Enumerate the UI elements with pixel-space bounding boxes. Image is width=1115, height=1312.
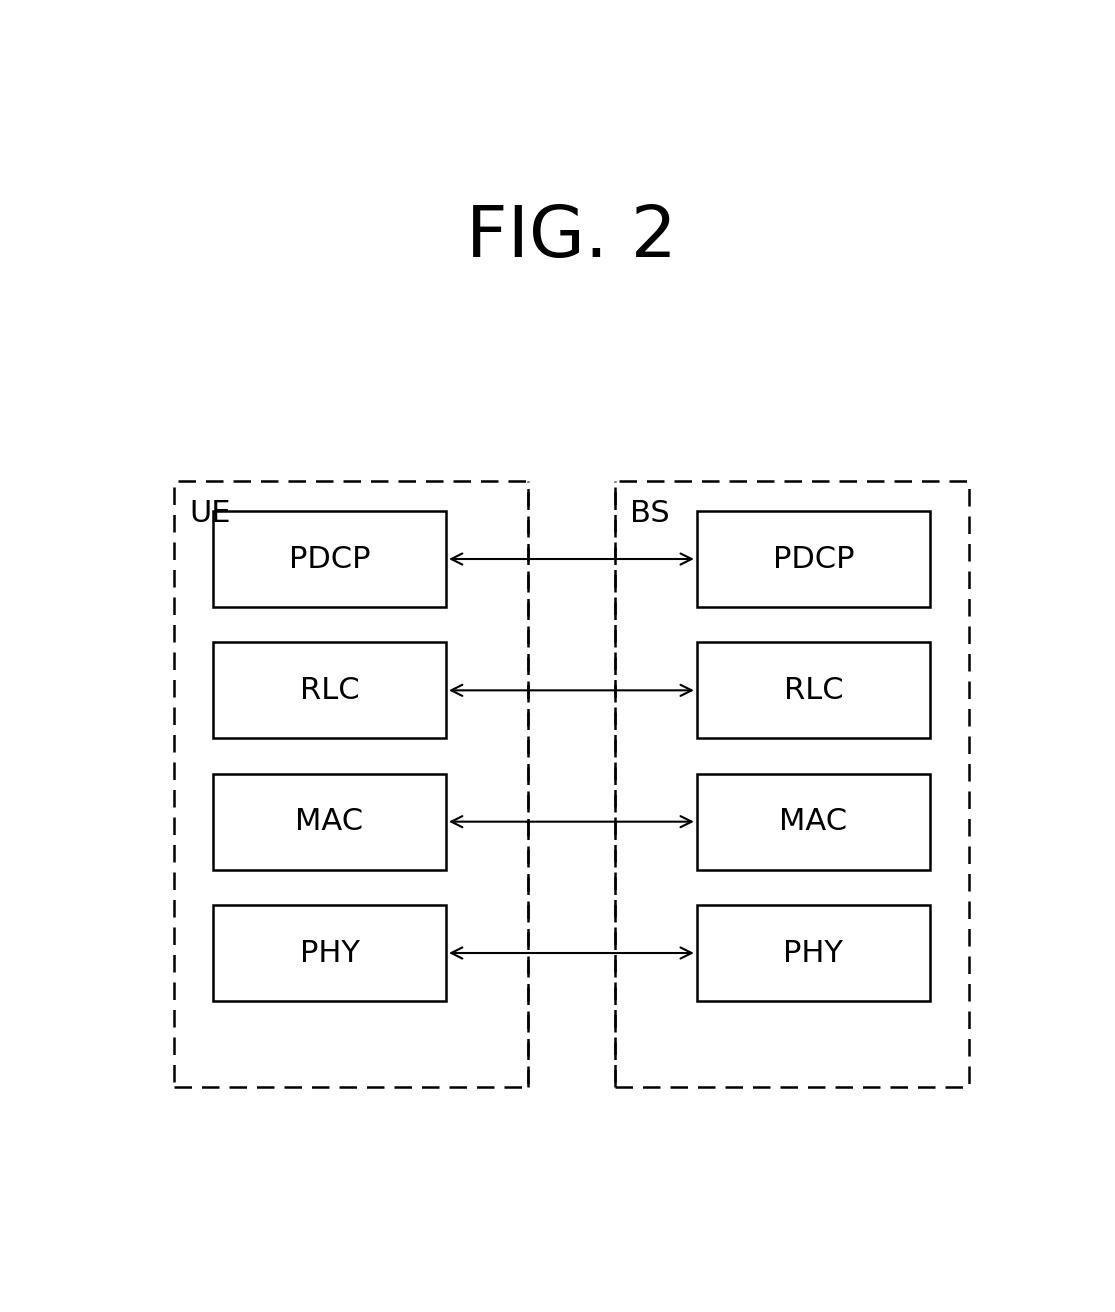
- Text: PDCP: PDCP: [289, 544, 370, 573]
- Bar: [213, 643, 446, 739]
- Bar: [614, 480, 969, 1086]
- Text: PHY: PHY: [300, 938, 359, 967]
- Text: RLC: RLC: [784, 676, 843, 705]
- Text: BS: BS: [630, 499, 670, 527]
- Bar: [697, 643, 930, 739]
- Text: FIG. 2: FIG. 2: [466, 203, 677, 272]
- Bar: [174, 480, 529, 1086]
- Bar: [213, 905, 446, 1001]
- Bar: [697, 905, 930, 1001]
- Text: UE: UE: [190, 499, 231, 527]
- Bar: [213, 510, 446, 607]
- Bar: [213, 774, 446, 870]
- Text: PDCP: PDCP: [773, 544, 854, 573]
- Text: RLC: RLC: [300, 676, 359, 705]
- Bar: [697, 510, 930, 607]
- Text: MAC: MAC: [779, 807, 847, 836]
- Text: PHY: PHY: [784, 938, 843, 967]
- Bar: [697, 774, 930, 870]
- Text: MAC: MAC: [295, 807, 363, 836]
